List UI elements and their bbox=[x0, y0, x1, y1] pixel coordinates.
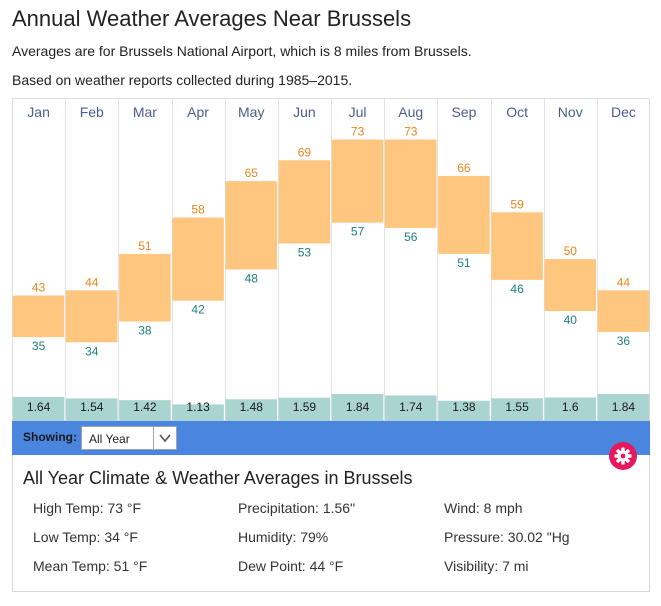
showing-toolbar: Showing: All Year bbox=[12, 421, 650, 455]
low-temp-label: 53 bbox=[298, 246, 312, 260]
high-temp-label: 43 bbox=[32, 281, 46, 295]
summary-title: All Year Climate & Weather Averages in B… bbox=[23, 468, 413, 488]
temp-range-bar bbox=[438, 175, 490, 254]
month-label: May bbox=[238, 104, 264, 120]
stat-low-temp: Low Temp: 34 °F bbox=[33, 529, 138, 545]
low-temp-label: 57 bbox=[351, 225, 365, 239]
month-label: Aug bbox=[398, 104, 423, 120]
stat-mean-temp: Mean Temp: 51 °F bbox=[33, 558, 148, 574]
high-temp-label: 51 bbox=[138, 239, 152, 253]
month-label: Apr bbox=[187, 104, 209, 120]
temp-range-bar bbox=[12, 295, 65, 338]
stat-precipitation: Precipitation: 1.56" bbox=[238, 500, 356, 516]
stat-high-temp: High Temp: 73 °F bbox=[33, 500, 142, 516]
summary-panel: All Year Climate & Weather Averages in B… bbox=[12, 455, 650, 592]
month-label: Mar bbox=[133, 104, 157, 120]
precip-bar bbox=[438, 400, 490, 421]
month-label: Sep bbox=[451, 104, 476, 120]
temp-range-bar bbox=[491, 212, 543, 280]
temp-range-bar bbox=[119, 253, 171, 322]
month-label: Jul bbox=[349, 104, 367, 120]
low-temp-label: 46 bbox=[510, 282, 524, 296]
month-label: Nov bbox=[558, 104, 583, 120]
high-temp-label: 59 bbox=[510, 197, 524, 211]
page-title: Annual Weather Averages Near Brussels bbox=[12, 6, 412, 31]
precip-label: 1.64 bbox=[27, 400, 51, 414]
precip-bar bbox=[544, 397, 597, 421]
precip-label: 1.59 bbox=[293, 400, 317, 414]
precip-label: 1.74 bbox=[399, 400, 423, 414]
month-label: Dec bbox=[611, 104, 636, 120]
precip-label: 1.42 bbox=[133, 400, 157, 414]
settings-button[interactable] bbox=[609, 442, 637, 470]
month-label: Jan bbox=[27, 104, 50, 120]
month-label: Oct bbox=[506, 104, 528, 120]
weather-chart-svg: Jan 43 35 1.64 Feb 44 34 1.54 Mar 51 38 1.42 Apr 58 42… bbox=[12, 98, 650, 421]
precip-label: 1.13 bbox=[186, 400, 210, 414]
month-label: Feb bbox=[80, 104, 104, 120]
chevron-down-icon bbox=[153, 427, 176, 449]
stat-pressure: Pressure: 30.02 "Hg bbox=[444, 529, 570, 545]
stat-humidity: Humidity: 79% bbox=[238, 529, 329, 545]
temp-range-bar bbox=[278, 160, 331, 244]
low-temp-label: 56 bbox=[404, 230, 418, 244]
precip-bar bbox=[597, 394, 650, 421]
low-temp-label: 35 bbox=[32, 339, 46, 353]
weather-chart: Jan 43 35 1.64 Feb 44 34 1.54 Mar 51 38 1.42 Apr 58 42… bbox=[12, 98, 650, 421]
low-temp-label: 48 bbox=[245, 272, 259, 286]
period-select[interactable]: All Year bbox=[81, 426, 177, 450]
period-select-value: All Year bbox=[89, 432, 130, 446]
precip-label: 1.48 bbox=[240, 400, 264, 414]
precip-label: 1.38 bbox=[452, 400, 476, 414]
month-label: Jun bbox=[293, 104, 316, 120]
high-temp-label: 58 bbox=[191, 203, 205, 217]
high-temp-label: 73 bbox=[404, 125, 418, 139]
precip-bar bbox=[172, 404, 224, 421]
precip-bar bbox=[331, 394, 384, 421]
precip-label: 1.84 bbox=[346, 400, 370, 414]
temp-range-bar bbox=[225, 181, 278, 270]
subtitle-station: Averages are for Brussels National Airpo… bbox=[12, 43, 472, 59]
low-temp-label: 36 bbox=[617, 334, 631, 348]
subtitle-period: Based on weather reports collected durin… bbox=[12, 72, 353, 88]
precip-bar bbox=[12, 396, 65, 421]
precip-bar bbox=[119, 400, 171, 421]
precip-label: 1.84 bbox=[612, 400, 636, 414]
stat-wind: Wind: 8 mph bbox=[444, 500, 523, 516]
high-temp-label: 69 bbox=[298, 145, 312, 159]
precip-bar bbox=[384, 395, 437, 421]
temp-range-bar bbox=[65, 290, 118, 343]
temp-range-bar bbox=[597, 290, 650, 332]
temp-range-bar bbox=[384, 139, 437, 228]
low-temp-label: 40 bbox=[564, 313, 578, 327]
temp-range-bar bbox=[544, 259, 597, 312]
low-temp-label: 34 bbox=[85, 344, 99, 358]
low-temp-label: 38 bbox=[138, 324, 152, 338]
stat-visibility: Visibility: 7 mi bbox=[444, 558, 529, 574]
low-temp-label: 51 bbox=[457, 256, 471, 270]
precip-bar bbox=[491, 398, 543, 421]
precip-bar bbox=[225, 399, 278, 421]
low-temp-label: 42 bbox=[191, 303, 205, 317]
high-temp-label: 44 bbox=[617, 275, 631, 289]
high-temp-label: 65 bbox=[245, 166, 259, 180]
high-temp-label: 44 bbox=[85, 275, 99, 289]
precip-bar bbox=[65, 398, 118, 421]
precip-label: 1.6 bbox=[562, 400, 579, 414]
precip-bar bbox=[278, 397, 331, 421]
precip-label: 1.54 bbox=[80, 400, 104, 414]
stat-dew-point: Dew Point: 44 °F bbox=[238, 558, 344, 574]
high-temp-label: 73 bbox=[351, 125, 365, 139]
high-temp-label: 66 bbox=[457, 161, 471, 175]
precip-label: 1.55 bbox=[505, 400, 529, 414]
temp-range-bar bbox=[172, 217, 224, 301]
temp-range-bar bbox=[331, 139, 384, 223]
high-temp-label: 50 bbox=[564, 244, 578, 258]
showing-label: Showing: bbox=[23, 430, 77, 444]
gear-icon bbox=[614, 447, 632, 465]
